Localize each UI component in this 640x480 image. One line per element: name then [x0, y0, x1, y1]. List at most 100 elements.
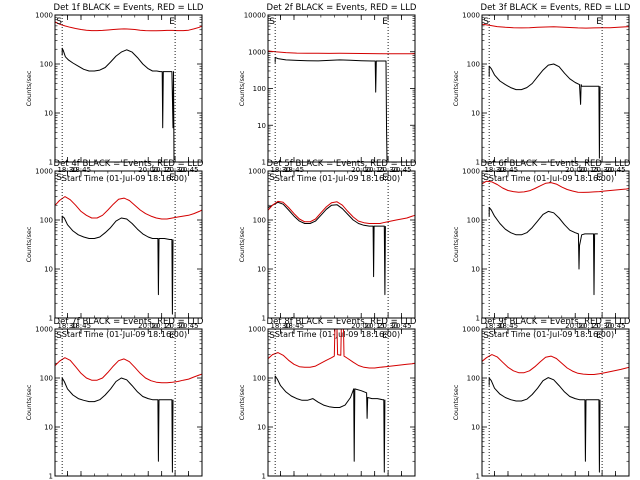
plot-panel: Det 1f BLACK = Events, RED = LLD Counts/s…: [25, 3, 204, 183]
lld-series-line: [268, 50, 415, 55]
events-series-line: [274, 56, 388, 161]
y-tick-label: 100: [467, 61, 480, 69]
y-tick-label: 1000: [462, 326, 480, 334]
x-tick-label: 18:30: [270, 322, 290, 330]
s-marker-label: S: [483, 331, 489, 341]
chart-title: Det 9f BLACK = Events, RED = LLD: [481, 317, 631, 327]
e-marker-label: E: [382, 331, 388, 341]
plot-frame: [267, 170, 416, 319]
x-tick-label: 20:45: [178, 322, 198, 330]
e-marker-label: E: [596, 331, 602, 341]
x-tick-label: 18:45: [284, 322, 304, 330]
y-tick-label: 1: [262, 315, 266, 323]
s-marker-label: S: [483, 173, 489, 183]
y-tick-label: 1000: [35, 326, 53, 334]
y-tick-label: 1000: [35, 12, 53, 20]
x-tick-label: 18:45: [284, 166, 304, 174]
y-axis-label: Counts/sec: [25, 226, 33, 262]
y-tick-label: 10: [471, 424, 480, 432]
x-tick-label: 20:30: [378, 166, 398, 174]
s-marker-label: S: [56, 173, 62, 183]
x-tick-label: 20:30: [592, 322, 612, 330]
plot-panel: Det 9f BLACK = Events, RED = LLD Counts/s…: [452, 317, 631, 480]
y-tick-label: 1000: [248, 168, 266, 176]
events-series-line: [488, 63, 601, 159]
x-axis-label: Start Time (01-Jul-09 18:16:00): [62, 174, 187, 183]
chart-title: Det 7f BLACK = Events, RED = LLD: [54, 317, 204, 327]
y-tick-label: 1000: [35, 168, 53, 176]
x-tick-label: 20:15: [579, 166, 599, 174]
y-tick-label: 1: [476, 315, 480, 323]
y-axis-label: Counts/sec: [25, 70, 33, 106]
y-tick-label: 10: [44, 266, 53, 274]
y-tick-label: 100: [40, 217, 53, 225]
plot-frame: [267, 328, 416, 477]
x-tick-label: 20:15: [152, 166, 172, 174]
y-tick-label: 1: [262, 473, 266, 480]
plot-panel: Det 3f BLACK = Events, RED = LLD Counts/s…: [452, 3, 631, 183]
y-tick-label: 1000: [248, 326, 266, 334]
plot-panel: Det 7f BLACK = Events, RED = LLD Counts/s…: [25, 317, 204, 480]
y-tick-label: 100: [253, 375, 266, 383]
e-marker-label: E: [596, 173, 602, 183]
s-marker-label: S: [56, 17, 62, 27]
y-tick-label: 100: [40, 61, 53, 69]
y-tick-label: 100: [467, 375, 480, 383]
y-tick-label: 1000: [248, 48, 266, 56]
plot-panel: Det 4f BLACK = Events, RED = LLD Counts/s…: [25, 159, 204, 339]
x-tick-label: 18:30: [484, 322, 504, 330]
y-axis-label: Counts/sec: [238, 384, 246, 420]
x-tick-label: 20:00: [565, 322, 585, 330]
s-marker-label: S: [269, 331, 275, 341]
s-marker-label: S: [56, 331, 62, 341]
events-series-line: [61, 215, 174, 315]
plot-frame: [54, 328, 203, 477]
x-tick-label: 20:15: [152, 322, 172, 330]
events-series-line: [61, 47, 175, 161]
x-tick-label: 20:30: [592, 166, 612, 174]
x-tick-label: 20:00: [138, 166, 158, 174]
x-tick-label: 18:30: [270, 166, 290, 174]
lld-series-line: [481, 180, 630, 193]
y-tick-label: 100: [467, 217, 480, 225]
x-tick-label: 18:30: [57, 322, 77, 330]
events-series-line: [267, 201, 386, 296]
chart-title: Det 3f BLACK = Events, RED = LLD: [481, 3, 631, 13]
x-tick-label: 20:45: [391, 166, 411, 174]
y-tick-label: 100: [253, 217, 266, 225]
x-axis-label: Start Time (01-Jul-09 18:16:00): [275, 174, 400, 183]
x-tick-label: 20:00: [351, 166, 371, 174]
y-tick-label: 1: [49, 315, 53, 323]
x-tick-label: 20:00: [351, 322, 371, 330]
chart-title: Det 1f BLACK = Events, RED = LLD: [54, 3, 204, 13]
y-tick-label: 100: [40, 375, 53, 383]
y-tick-label: 1: [262, 159, 266, 167]
plot-frame: [481, 14, 630, 163]
chart-title: Det 8f BLACK = Events, RED = LLD: [267, 317, 417, 327]
s-marker-label: S: [483, 17, 489, 27]
lld-series-line: [267, 328, 416, 369]
lld-series-line: [54, 357, 203, 384]
y-axis-label: Counts/sec: [452, 70, 460, 106]
events-series-line: [274, 375, 386, 473]
x-tick-label: 20:30: [165, 322, 185, 330]
x-tick-label: 20:45: [605, 322, 625, 330]
x-tick-label: 20:00: [565, 166, 585, 174]
x-tick-label: 18:30: [484, 166, 504, 174]
y-axis-label: Counts/sec: [238, 70, 246, 106]
y-tick-label: 100: [253, 85, 266, 93]
x-tick-label: 20:00: [138, 322, 158, 330]
plot-panel: Det 2f BLACK = Events, RED = LLD Counts/s…: [238, 3, 417, 183]
x-tick-label: 18:30: [57, 166, 77, 174]
x-tick-label: 20:45: [605, 166, 625, 174]
s-marker-label: S: [269, 173, 275, 183]
plot-frame: [481, 170, 630, 319]
lld-series-line: [54, 21, 203, 32]
e-marker-label: E: [169, 331, 175, 341]
x-tick-label: 20:30: [378, 322, 398, 330]
e-marker-label: E: [382, 173, 388, 183]
plot-frame: [54, 14, 203, 163]
x-tick-label: 20:15: [579, 322, 599, 330]
